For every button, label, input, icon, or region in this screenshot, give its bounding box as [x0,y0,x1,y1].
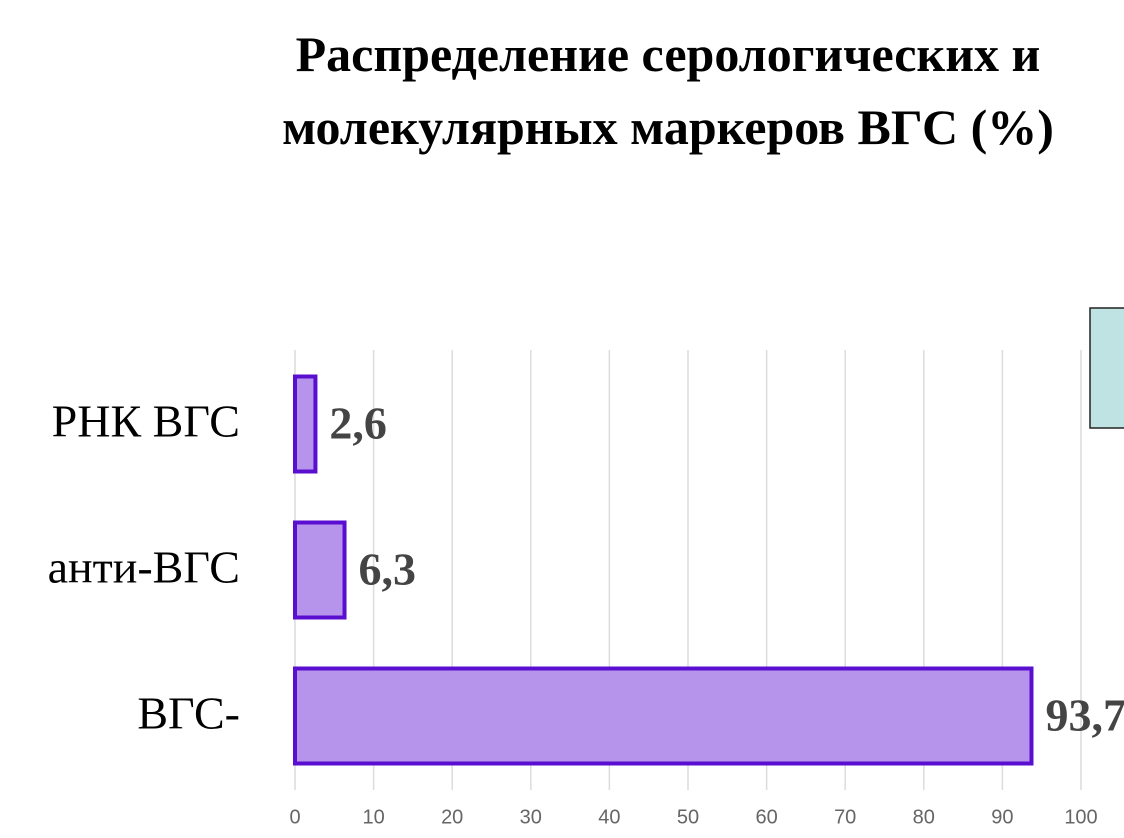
x-tick-label: 90 [991,806,1013,828]
x-tick-label: 30 [520,806,542,828]
x-tick-label: 40 [598,806,620,828]
x-tick-label: 10 [362,806,384,828]
bar [293,666,1034,766]
y-tick-label: ВГС- [137,688,240,739]
bar [293,520,347,620]
chart-title: Распределение серологических и молекуляр… [282,26,1054,155]
x-tick-label: 70 [834,806,856,828]
x-tick-label: 20 [441,806,463,828]
bar [293,374,318,474]
x-tick-label: 0 [289,806,300,828]
data-label: 6,3 [359,544,417,595]
x-tick-label: 80 [913,806,935,828]
y-tick-label: РНК ВГС [52,396,240,447]
decor-box [1089,307,1124,429]
y-tick-label: анти-ВГС [48,542,240,593]
data-label: 93,7 [1045,690,1124,741]
data-label: 2,6 [329,398,387,449]
x-tick-label: 50 [677,806,699,828]
x-tick-label: 60 [755,806,777,828]
x-tick-label: 100 [1064,806,1097,828]
